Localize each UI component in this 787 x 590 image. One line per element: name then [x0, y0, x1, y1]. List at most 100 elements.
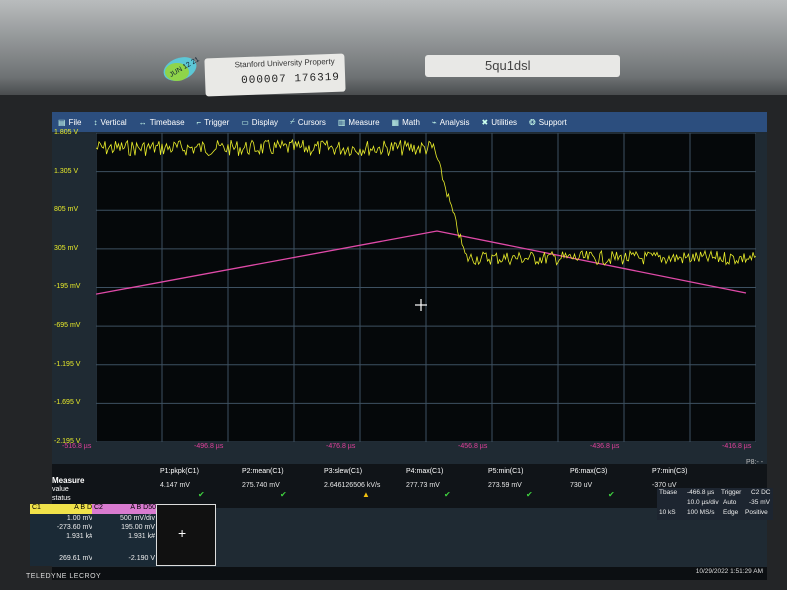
support-icon: ❂	[529, 117, 536, 127]
menu-utilities[interactable]: ✖ Utilities	[476, 118, 523, 127]
c2-badges: A B D50	[130, 504, 156, 511]
menu-label: Vertical	[100, 117, 127, 127]
measure-param-value: -370 uV	[652, 482, 677, 489]
measure-param-name[interactable]: P3:slew(C1)	[324, 468, 363, 475]
menu-label: Cursors	[297, 117, 326, 127]
measure-param-value: 2.646126506 kV/s	[324, 482, 381, 489]
y-tick-label: -695 mV	[54, 322, 81, 329]
name-tag-text: 5qu1dsl	[485, 58, 531, 73]
asset-number: 000007 176319	[240, 71, 341, 88]
crosshair-icon: +	[178, 525, 187, 541]
c1-offset: -273.60 mV	[56, 524, 93, 531]
timebase-icon: ↔	[138, 117, 147, 127]
trigger-label: Trigger	[721, 489, 742, 496]
status-ok-icon: ✔	[608, 490, 615, 499]
x-tick-label: -496.8 µs	[194, 443, 224, 450]
menu-label: File	[68, 117, 82, 127]
waveform-grid[interactable]	[85, 132, 757, 443]
status-ok-icon: ✔	[198, 490, 205, 499]
menu-cursors[interactable]: ⌿ Cursors	[284, 117, 332, 127]
menu-analysis[interactable]: ⌁ Analysis	[426, 118, 476, 127]
measure-param-value: 275.740 mV	[242, 482, 280, 489]
menu-timebase[interactable]: ↔ Timebase	[133, 118, 191, 127]
c2-label: C2	[94, 504, 103, 511]
tbase-samples: 10 kS	[659, 509, 676, 516]
menu-measure[interactable]: ▥ Measure	[332, 118, 386, 127]
measure-param-value: 4.147 mV	[160, 482, 190, 489]
display-icon: ▭	[241, 117, 249, 127]
trigger-level: -35 mV	[749, 499, 770, 506]
x-tick-label: -476.8 µs	[326, 443, 356, 450]
vertical-icon: ↕	[93, 117, 98, 127]
c1-label: C1	[32, 504, 41, 511]
status-warn-icon: ▲	[362, 490, 370, 499]
waveform-svg	[85, 132, 757, 443]
brand-logo: TELEDYNE LECROY	[26, 573, 102, 580]
c1-scale: 1.00 mV	[66, 515, 93, 522]
measure-title: Measure	[52, 476, 85, 485]
measure-table: Measure value status P1:pkpk(C1) 4.147 mV…	[52, 464, 767, 508]
measure-param-value: 273.59 mV	[488, 482, 522, 489]
measure-row-status: status	[52, 495, 71, 502]
status-ok-icon: ✔	[280, 490, 287, 499]
scope-screen: ▤ File ↕ Vertical ↔ Timebase ⌐ Trigger ▭ Display ⌿…	[26, 112, 773, 580]
y-tick-label: 805 mV	[54, 206, 79, 214]
x-tick-label: -416.8 µs	[722, 443, 752, 450]
tbase-per-div: 10.0 µs/div	[687, 499, 719, 506]
trigger-mode: Auto	[723, 499, 737, 506]
menu-label: Analysis	[439, 117, 470, 127]
measure-param-name[interactable]: P2:mean(C1)	[242, 468, 284, 475]
c1-count: 1.931 k#	[66, 533, 93, 540]
measure-param-name[interactable]: P6:max(C3)	[570, 468, 608, 475]
measure-param-name[interactable]: P7:min(C3)	[652, 468, 688, 475]
status-datetime: 10/29/2022 1:51:29 AM	[695, 568, 763, 575]
menu-support[interactable]: ❂ Support	[523, 118, 573, 127]
menu-file[interactable]: ▤ File	[52, 118, 87, 127]
measure-param-name[interactable]: P1:pkpk(C1)	[160, 468, 199, 475]
y-tick-label: -1.695 V	[54, 399, 81, 407]
menu-display[interactable]: ▭ Display	[235, 118, 284, 127]
c1-badges: A B DI	[74, 504, 94, 511]
property-sticker: Stanford University Property 000007 1763…	[204, 53, 346, 97]
menu-vertical[interactable]: ↕ Vertical	[87, 118, 132, 127]
file-icon: ▤	[58, 117, 66, 127]
utilities-icon: ✖	[481, 117, 489, 127]
measure-icon: ▥	[337, 117, 346, 127]
tbase-offset: -466.8 µs	[687, 489, 715, 496]
y-tick-label: 1.305 V	[54, 167, 79, 175]
trigger-icon: ⌐	[196, 117, 202, 127]
channel-c1-box[interactable]: C1 A B DI 1.00 mV -273.60 mV 1.931 k# 26…	[30, 504, 96, 566]
c2-readout: -2.190 V	[128, 555, 155, 562]
menu-label: Math	[402, 117, 420, 127]
menu-label: Trigger	[204, 117, 230, 127]
measure-param-value: 730 uV	[570, 482, 593, 489]
x-tick-label: -436.8 µs	[590, 443, 620, 450]
channel-c2-box[interactable]: C2 A B D50 500 mV/div 195.00 mV 1.931 k#…	[92, 504, 158, 566]
measure-param-name[interactable]: P5:min(C1)	[488, 468, 524, 475]
trigger-type: Edge	[723, 509, 739, 516]
tbase-rate: 100 MS/s	[687, 509, 715, 516]
measure-param-value: 277.73 mV	[406, 482, 440, 489]
measure-row-value: value	[52, 486, 69, 493]
property-title: Stanford University Property	[234, 56, 335, 70]
cursor-box[interactable]: +	[156, 504, 216, 566]
status-ok-icon: ✔	[526, 490, 533, 499]
tbase-label: Tbase	[659, 489, 678, 496]
y-tick-label: -1.195 V	[54, 360, 81, 368]
name-tag: 5qu1dsl	[425, 55, 620, 77]
trace-c3	[85, 230, 747, 297]
y-tick-label: -2.195 V	[54, 437, 81, 445]
measure-param-name[interactable]: P4:max(C1)	[406, 468, 444, 475]
menu-trigger[interactable]: ⌐ Trigger	[191, 118, 236, 127]
c2-count: 1.931 k#	[128, 533, 155, 540]
timebase-panel[interactable]: Tbase -466.8 µs Trigger C2 DC 10.0 µs/di…	[657, 488, 773, 520]
status-ok-icon: ✔	[444, 490, 451, 499]
menu-math[interactable]: ▦ Math	[386, 118, 426, 127]
c2-offset: 195.00 mV	[121, 524, 155, 531]
menu-label: Display	[251, 117, 279, 127]
y-tick-label: 1.805 V	[54, 129, 79, 136]
trace-c1	[95, 138, 757, 266]
menu-label: Measure	[348, 117, 380, 127]
y-tick-label: 305 mV	[54, 244, 79, 252]
x-tick-label: -456.8 µs	[458, 443, 488, 450]
